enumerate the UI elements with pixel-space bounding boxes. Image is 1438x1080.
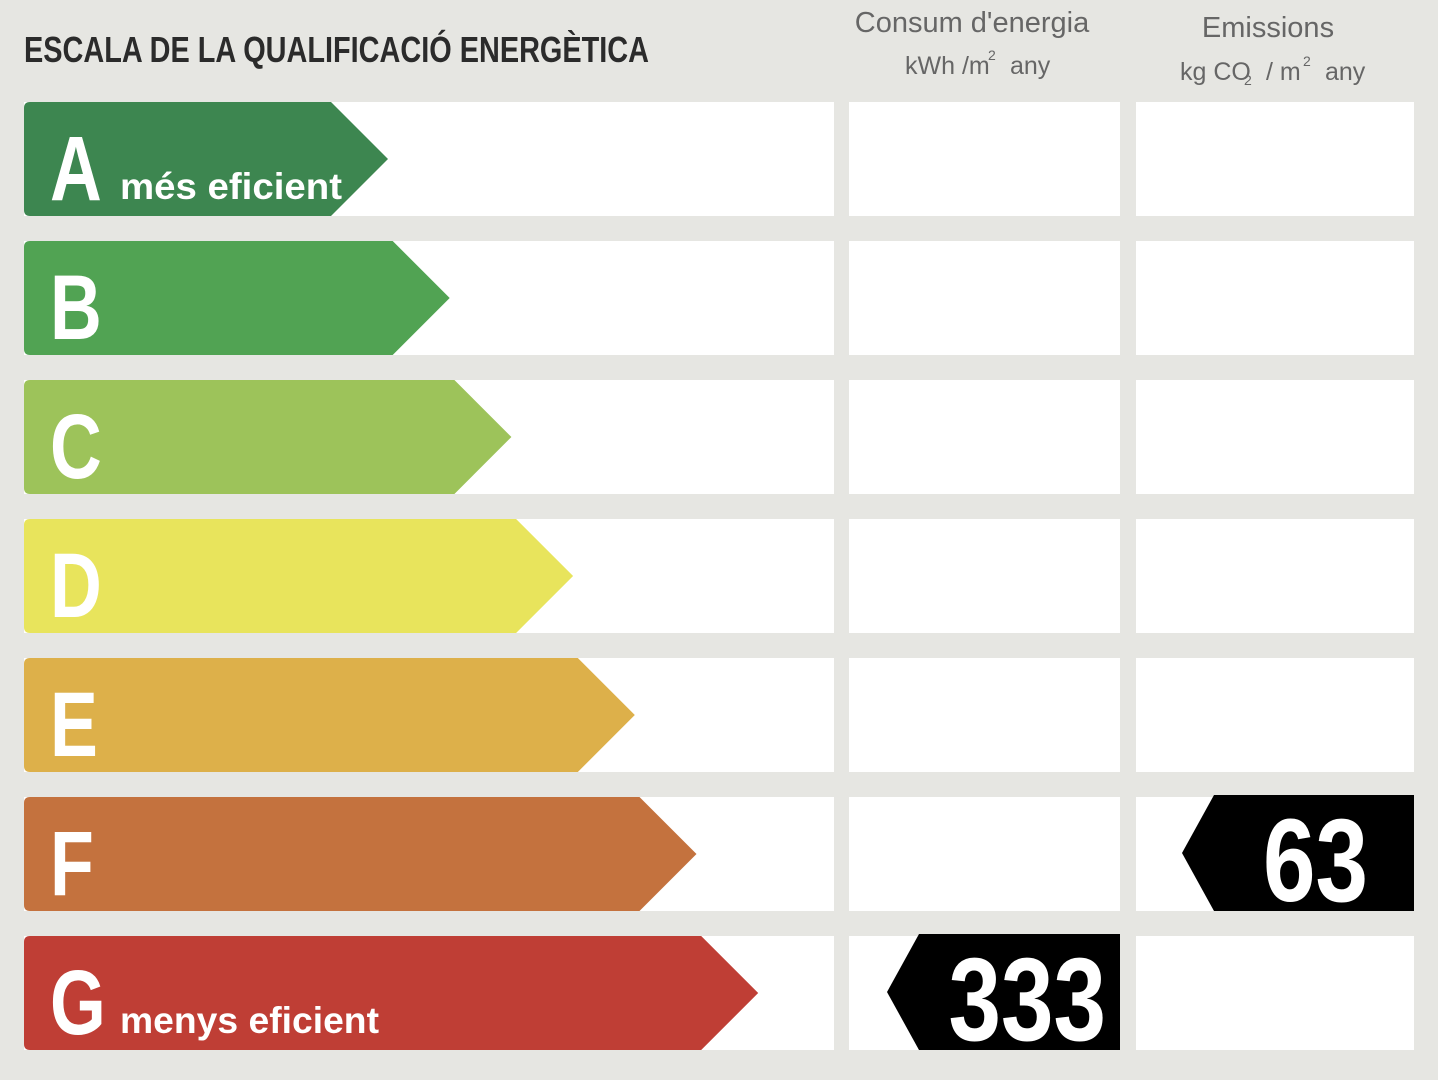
unit-sub: 2: [1244, 72, 1252, 88]
rating-arrow: [24, 380, 512, 494]
cell: [849, 380, 1120, 494]
rating-arrow: [24, 797, 697, 911]
unit: kWh /m: [905, 52, 990, 80]
rating-label: més eficient: [120, 166, 342, 207]
rating-arrow: [24, 936, 759, 1050]
cell: [849, 519, 1120, 633]
value: 63: [1263, 794, 1368, 927]
value-arrow: [887, 934, 1120, 1050]
rating-letter: E: [50, 673, 98, 776]
rating-label: menys eficient: [120, 1000, 379, 1041]
unit-sup: 2: [988, 47, 996, 63]
unit: / m: [1266, 58, 1301, 86]
rating-arrow: [24, 241, 450, 355]
cell: [1136, 102, 1414, 216]
rating-letter: B: [50, 256, 102, 359]
cell: [1136, 519, 1414, 633]
unit: kg CO: [1180, 58, 1251, 86]
title: ESCALA DE LA QUALIFICACIÓ ENERGÈTICA: [24, 28, 649, 70]
rating-arrow: [24, 102, 388, 216]
cell: [1136, 658, 1414, 772]
rating-arrow: [24, 519, 574, 633]
unit-sup: 2: [1303, 53, 1311, 69]
cell: [1136, 380, 1414, 494]
value-arrow: [1182, 795, 1414, 911]
cell: [849, 102, 1120, 216]
cell: [1136, 241, 1414, 355]
cell: [849, 658, 1120, 772]
column-title: Consum d'energia: [855, 7, 1090, 39]
cell: [1136, 936, 1414, 1050]
rating-letter: A: [50, 117, 102, 220]
rating-arrow: [24, 658, 635, 772]
rating-letter: F: [50, 812, 94, 915]
rating-letter: D: [50, 534, 102, 637]
column-title: Emissions: [1202, 12, 1334, 44]
rating-letter: G: [50, 951, 106, 1054]
unit: any: [1010, 52, 1051, 80]
value: 333: [949, 933, 1106, 1066]
unit: any: [1325, 58, 1366, 86]
rating-letter: C: [50, 395, 102, 498]
cell: [849, 241, 1120, 355]
cell: [849, 797, 1120, 911]
